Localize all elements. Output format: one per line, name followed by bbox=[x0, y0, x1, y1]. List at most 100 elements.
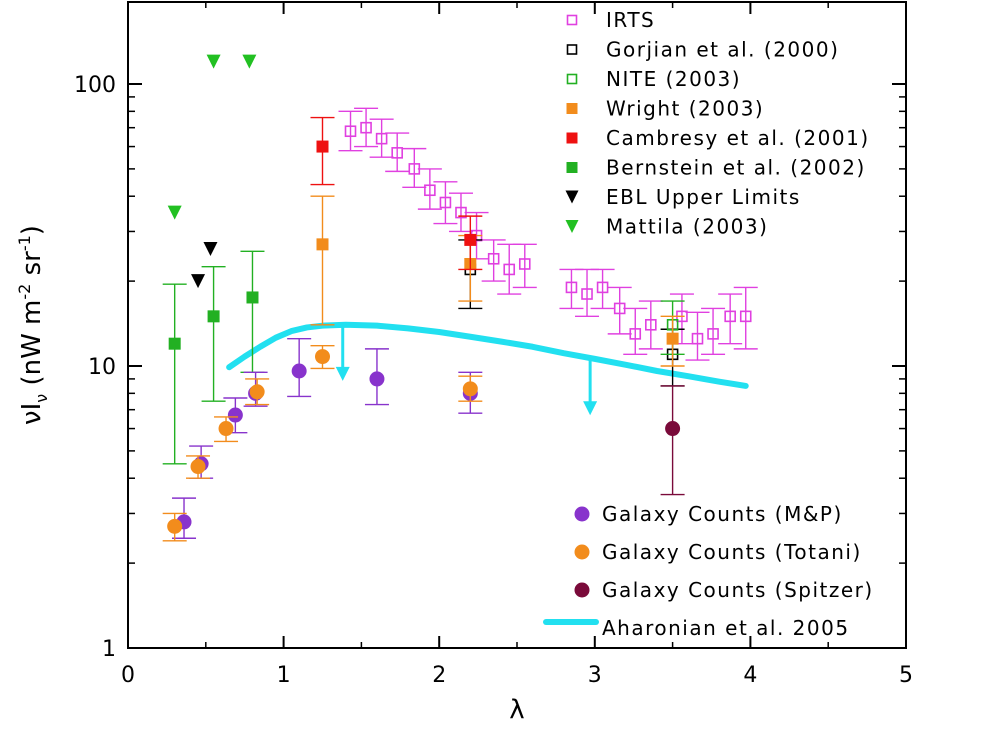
legend-entry: Cambresy et al. (2001) bbox=[566, 126, 870, 150]
data-point bbox=[249, 384, 265, 400]
series-mattila-2003- bbox=[167, 54, 257, 220]
x-tick-label: 4 bbox=[743, 663, 757, 688]
legend-entry: Mattila (2003) bbox=[565, 215, 768, 239]
legend-bottom: Galaxy Counts (M&P) Galaxy Counts (Totani… bbox=[543, 502, 874, 640]
data-point bbox=[316, 238, 329, 251]
data-point bbox=[724, 310, 736, 323]
data-point bbox=[167, 205, 182, 220]
data-point bbox=[503, 263, 516, 276]
y-axis-title: νIν (nW m-2 sr-1) bbox=[15, 225, 51, 425]
data-point bbox=[190, 459, 206, 475]
data-point bbox=[218, 421, 234, 437]
upper-limit-arrow-head bbox=[335, 366, 350, 381]
legend-marker bbox=[574, 506, 590, 522]
data-point bbox=[168, 337, 181, 350]
legend-marker bbox=[566, 132, 578, 144]
data-point bbox=[596, 281, 609, 294]
legend-label: Galaxy Counts (M&P) bbox=[602, 502, 843, 526]
legend-entry: Galaxy Counts (M&P) bbox=[574, 502, 843, 526]
y-axis-title-part: νI bbox=[17, 403, 47, 425]
legend-label: Aharonian et al. 2005 bbox=[602, 616, 850, 640]
legend-entry: Wright (2003) bbox=[566, 97, 764, 121]
legend-label: Cambresy et al. (2001) bbox=[606, 126, 870, 150]
legend-entry: Galaxy Counts (Spitzer) bbox=[574, 578, 874, 602]
data-point bbox=[206, 54, 221, 69]
data-point bbox=[227, 407, 243, 423]
data-point bbox=[565, 281, 578, 294]
data-point bbox=[691, 332, 704, 345]
legend-label: Mattila (2003) bbox=[606, 215, 768, 239]
legend-label: Wright (2003) bbox=[606, 97, 764, 121]
series-galaxy-counts-totani- bbox=[162, 345, 483, 542]
series-galaxy-counts-spitzer- bbox=[660, 385, 685, 496]
data-point bbox=[629, 328, 642, 340]
x-tick-label: 3 bbox=[588, 663, 602, 688]
x-tick-label: 1 bbox=[277, 663, 291, 688]
legend-marker bbox=[565, 220, 579, 233]
legend-entry: NITE (2003) bbox=[566, 67, 741, 91]
legend-marker bbox=[566, 44, 578, 55]
legend-entry: Aharonian et al. 2005 bbox=[543, 616, 850, 640]
plot-area bbox=[162, 54, 758, 542]
legend-entry: IRTS bbox=[566, 8, 655, 32]
legend-entry: Gorjian et al. (2000) bbox=[566, 38, 839, 62]
data-point bbox=[369, 371, 385, 387]
legend-entry: EBL Upper Limits bbox=[565, 185, 801, 209]
x-axis-title: λ bbox=[509, 695, 524, 724]
upper-limit-arrow-head bbox=[583, 401, 598, 416]
data-point bbox=[203, 241, 218, 256]
y-axis-title-part: ν bbox=[32, 394, 51, 403]
y-axis-title-part: -2 bbox=[15, 284, 34, 300]
data-point bbox=[518, 258, 531, 270]
data-point bbox=[739, 310, 752, 323]
legend-marker bbox=[566, 162, 578, 173]
data-point bbox=[464, 233, 477, 246]
data-point bbox=[665, 421, 681, 437]
data-point bbox=[424, 184, 436, 197]
legend-label: Bernstein et al. (2002) bbox=[606, 156, 866, 180]
data-point bbox=[191, 274, 206, 289]
legend-marker bbox=[574, 582, 590, 598]
y-axis-title-part: sr bbox=[17, 251, 47, 284]
legend-label: Gorjian et al. (2000) bbox=[606, 38, 839, 62]
data-point bbox=[462, 381, 478, 397]
legend-top: IRTS Gorjian et al. (2000) NITE (2003) Wrig… bbox=[565, 8, 870, 239]
series-cambresy-et-al-2001- bbox=[310, 116, 483, 271]
data-point bbox=[242, 54, 257, 69]
y-axis-title-part: ) bbox=[17, 225, 47, 235]
y-axis-title-part: -1 bbox=[15, 235, 34, 251]
legend-label: Galaxy Counts (Totani) bbox=[602, 540, 862, 564]
x-tick-label: 2 bbox=[432, 663, 446, 688]
legend-label: NITE (2003) bbox=[606, 67, 741, 91]
y-tick-label: 100 bbox=[74, 73, 116, 98]
legend-label: IRTS bbox=[606, 8, 655, 32]
y-axis-title-part: (nW m bbox=[17, 300, 47, 394]
legend-marker bbox=[566, 14, 578, 26]
series-irts bbox=[338, 107, 758, 361]
series-bernstein-et-al-2002- bbox=[162, 250, 265, 465]
data-point bbox=[487, 252, 500, 265]
legend-entry: Galaxy Counts (Totani) bbox=[574, 540, 862, 564]
data-point bbox=[439, 196, 452, 209]
data-point bbox=[316, 140, 329, 153]
data-point bbox=[391, 147, 403, 159]
data-point bbox=[207, 310, 220, 323]
legend-marker bbox=[565, 190, 579, 204]
legend-label: Galaxy Counts (Spitzer) bbox=[602, 578, 874, 602]
data-point bbox=[707, 328, 719, 340]
data-point bbox=[246, 291, 259, 304]
aharonian-curve bbox=[226, 321, 749, 389]
series-ebl-upper-limits bbox=[191, 241, 218, 289]
data-point bbox=[291, 363, 307, 379]
legend-marker bbox=[566, 73, 578, 85]
x-tick-label: 0 bbox=[121, 663, 135, 688]
data-point bbox=[581, 288, 593, 300]
data-point bbox=[666, 332, 679, 345]
legend-marker bbox=[566, 103, 578, 114]
data-point bbox=[375, 132, 388, 145]
y-tick-label: 1 bbox=[102, 637, 116, 662]
data-point bbox=[344, 125, 357, 138]
legend-label: EBL Upper Limits bbox=[606, 185, 801, 209]
